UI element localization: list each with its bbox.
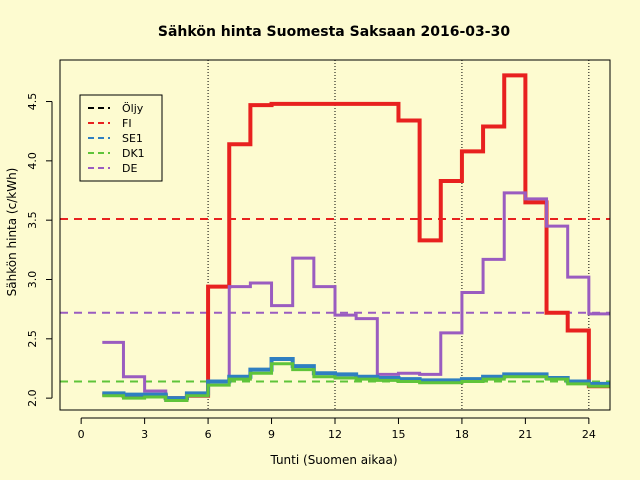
x-axis-label: Tunti (Suomen aikaa) [269,453,397,467]
series-line-fi [102,73,610,401]
x-tick-label-6: 6 [205,428,212,441]
x-tick-label-18: 18 [455,428,469,441]
series-line-se1 [102,356,610,401]
x-tick-label-12: 12 [328,428,342,441]
axes: 0 3 6 9 12 15 18 21 24 2.0 2.5 3.0 3.5 4.0 4.5 [26,93,596,441]
legend-label-dk1: DK1 [122,147,145,160]
legend-label-se1: SE1 [122,132,143,145]
legend-box [79,94,163,182]
plot-frame [59,59,611,411]
y-tick-label-3: 3.5 [26,211,39,229]
x-tick-label-15: 15 [391,428,405,441]
y-tick-label-2: 3.0 [26,271,39,289]
series-lines [102,73,610,403]
legend-label-de: DE [122,162,137,175]
y-tick-label-1: 2.5 [26,330,39,348]
average-lines [60,217,610,383]
x-tick-label-24: 24 [582,428,596,441]
series-line-de [102,191,610,403]
series-line-dk1 [102,362,610,403]
legend: Öljy FI SE1 DK1 DE [79,94,163,182]
y-tick-label-5: 4.5 [26,93,39,111]
x-tick-label-9: 9 [268,428,275,441]
chart-title: Sähkön hinta Suomesta Saksaan 2016-03-30 [158,24,510,40]
y-tick-label-0: 2.0 [26,389,39,407]
y-axis-label: Sähkön hinta (c/kWh) [5,168,19,297]
x-tick-label-3: 3 [141,428,148,441]
y-tick-label-4: 4.0 [26,152,39,170]
legend-label-oljy: Öljy [122,102,144,115]
legend-label-fi: FI [122,117,132,130]
x-tick-label-21: 21 [518,428,532,441]
x-tick-label-0: 0 [78,428,85,441]
